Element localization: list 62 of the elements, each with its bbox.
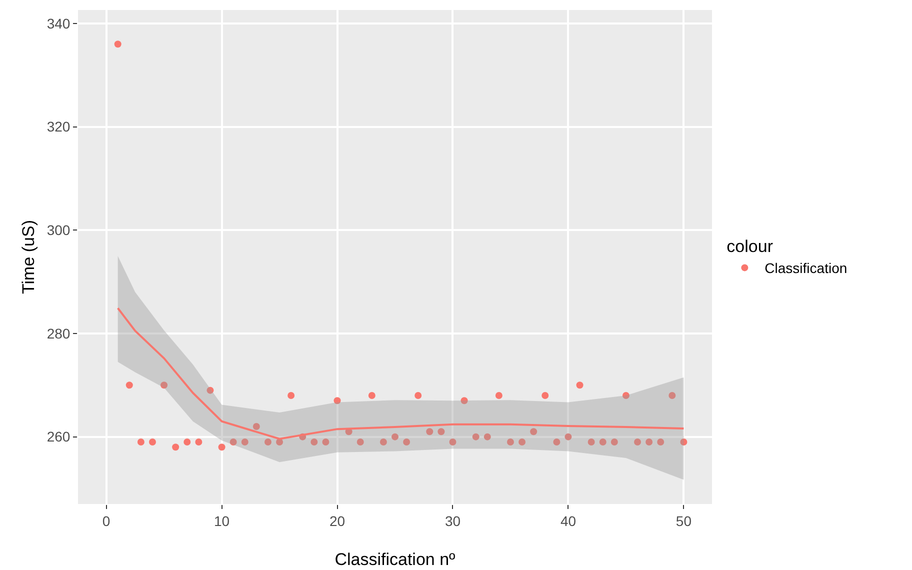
point [426, 428, 434, 436]
legend-title: colour [726, 237, 774, 256]
point [542, 392, 549, 399]
point [495, 392, 502, 399]
point [230, 438, 237, 446]
x-tick-label: 0 [102, 512, 110, 529]
point [322, 438, 330, 446]
point [380, 438, 387, 446]
point [334, 397, 341, 404]
y-tick-label: 320 [46, 118, 70, 135]
point [668, 392, 676, 399]
y-tick-label: 280 [46, 325, 70, 342]
x-tick-label: 20 [329, 512, 346, 529]
point [460, 397, 468, 404]
point [241, 438, 248, 446]
point [518, 438, 526, 446]
point [356, 438, 364, 446]
legend-label: Classification [764, 260, 848, 276]
point [506, 438, 514, 446]
x-axis-title: Classification nº [334, 550, 456, 569]
y-tick-label: 340 [46, 15, 70, 32]
point [218, 444, 226, 451]
point [392, 433, 398, 440]
x-tick-label: 10 [214, 512, 230, 529]
point [472, 433, 480, 440]
point [449, 438, 456, 446]
point [264, 438, 272, 446]
point [148, 438, 156, 446]
point [310, 438, 318, 446]
point [530, 428, 538, 436]
point [288, 392, 295, 399]
point [576, 382, 584, 389]
point [438, 428, 445, 436]
point [610, 438, 618, 446]
point [206, 386, 214, 394]
point [634, 438, 642, 446]
x-tick-label: 40 [560, 512, 576, 529]
x-tick-label: 50 [676, 512, 692, 529]
point [564, 433, 572, 440]
point [588, 438, 595, 446]
point [680, 438, 688, 446]
point [252, 422, 260, 430]
point [195, 438, 202, 446]
point [414, 392, 422, 399]
point [553, 438, 560, 446]
point [622, 392, 630, 399]
point [657, 438, 664, 446]
y-axis-title: Time (uS) [19, 220, 38, 294]
point [368, 392, 376, 399]
x-tick-label: 30 [444, 512, 461, 529]
point [160, 382, 168, 389]
point [172, 444, 180, 451]
point [646, 438, 653, 446]
point [599, 438, 606, 446]
point [126, 382, 133, 389]
point [403, 438, 410, 446]
point [114, 40, 122, 48]
point [484, 433, 491, 440]
point [137, 438, 144, 446]
y-tick-label: 300 [46, 222, 70, 238]
point [184, 438, 191, 446]
y-tick-label: 260 [46, 428, 70, 445]
